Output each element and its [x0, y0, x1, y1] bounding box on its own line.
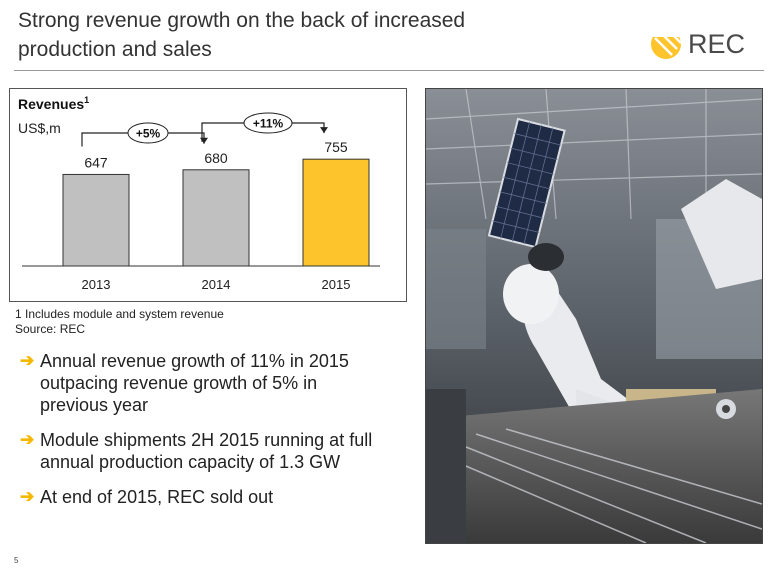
footnote-line-1: 1 Includes module and system revenue: [15, 307, 224, 321]
chart-title-superscript: 1: [84, 95, 89, 105]
sun-icon: [646, 20, 686, 59]
bullet-3-line-1: At end of 2015, REC sold out: [40, 487, 274, 507]
growth-badge-2015: [243, 112, 293, 134]
bar-2015: [302, 158, 370, 267]
chart-title: Revenues1: [18, 95, 89, 112]
bullet-2-line-1: Module shipments 2H 2015 running at full: [40, 430, 373, 450]
factory-robot-photo: [425, 88, 763, 544]
chart-title-text: Revenues: [18, 96, 84, 112]
growth-badge-2014: [127, 122, 169, 144]
chart-footnote: 1 Includes module and system revenue Sou…: [15, 307, 224, 337]
title-line-2: production and sales: [18, 38, 212, 61]
rec-logo: REC: [646, 20, 745, 59]
bullet-list: ➔ Annual revenue growth of 11% in 2015 out…: [20, 350, 410, 521]
page-number: 5: [14, 556, 19, 565]
data-label-2013: 647: [84, 154, 108, 170]
page-title: Strong revenue growth on the back of inc…: [18, 6, 618, 64]
data-label-2014: 680: [204, 150, 228, 166]
growth-label-2015: +11%: [253, 117, 284, 131]
arrow-down-icon: [200, 137, 208, 144]
category-label-2013: 2013: [82, 277, 111, 292]
bullet-item-3: ➔ At end of 2015, REC sold out: [20, 486, 410, 508]
bar-2014: [182, 169, 250, 267]
bullet-1-line-1: Annual revenue growth of 11% in 2015: [40, 351, 349, 371]
title-divider: [14, 70, 764, 71]
logo-text: REC: [688, 29, 745, 59]
growth-label-2014: +5%: [136, 127, 161, 141]
bullet-item-1: ➔ Annual revenue growth of 11% in 2015 out…: [20, 350, 410, 416]
revenue-chart: Revenues1 US$,m 647 2013 680 2014 755 2015 +5…: [9, 88, 407, 302]
arrow-down-icon: [320, 127, 328, 134]
bullet-item-2: ➔ Module shipments 2H 2015 running at ful…: [20, 429, 410, 473]
bullet-1-line-3: previous year: [40, 395, 149, 415]
arrow-right-icon: ➔: [20, 487, 35, 506]
arrow-right-icon: ➔: [20, 351, 35, 370]
revenue-chart-svg: Revenues1 US$,m 647 2013 680 2014 755 2015 +5…: [18, 95, 380, 292]
arrow-right-icon: ➔: [20, 430, 35, 449]
bullet-2-line-2: annual production capacity of 1.3 GW: [40, 452, 341, 472]
title-line-1: Strong revenue growth on the back of inc…: [18, 9, 466, 32]
data-label-2015: 755: [324, 139, 348, 155]
bar-2013: [62, 173, 130, 267]
factory-photo-illustration: [426, 89, 762, 543]
bullet-1-line-2: outpacing revenue growth of 5% in: [40, 373, 318, 393]
footnote-source: Source: REC: [15, 322, 86, 336]
category-label-2014: 2014: [202, 277, 231, 292]
category-label-2015: 2015: [322, 277, 351, 292]
unit-label: US$,m: [18, 120, 61, 136]
